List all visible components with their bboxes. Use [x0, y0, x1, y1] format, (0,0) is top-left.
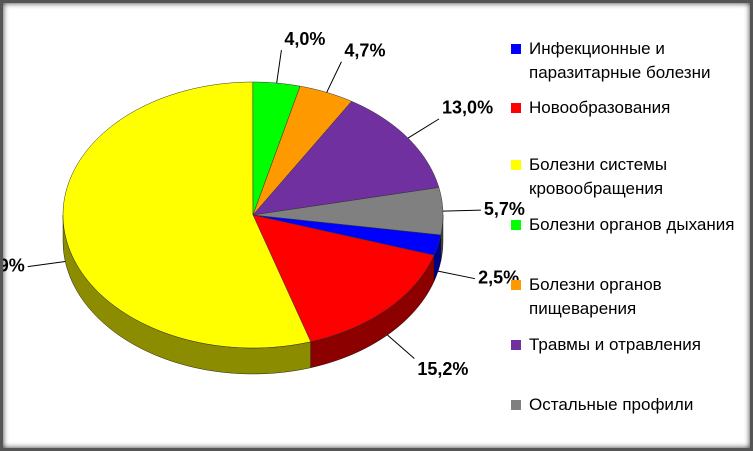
legend-label: Травмы и отравления	[529, 335, 701, 354]
legend-label: Болезни системы кровообращения	[529, 155, 668, 198]
legend-swatch	[511, 400, 521, 410]
legend-item: Болезни органов дыхания	[511, 213, 746, 237]
leader-line	[407, 118, 440, 139]
legend-swatch	[511, 340, 521, 350]
pie-slice	[62, 81, 312, 349]
value-label: 15,2%	[417, 359, 468, 379]
leader-line	[276, 49, 282, 84]
legend-swatch	[511, 103, 521, 113]
pie-slice	[252, 214, 435, 343]
legend-swatch	[511, 220, 521, 230]
leader-line	[326, 61, 342, 93]
legend-item: Травмы и отравления	[511, 333, 746, 357]
legend-swatch	[511, 280, 521, 290]
legend-item: Остальные профили	[511, 393, 746, 417]
legend-item: Болезни системы кровообращения	[511, 153, 746, 201]
pie-slice	[252, 214, 442, 256]
value-label: 54,9%	[3, 255, 25, 275]
pie-slice	[252, 85, 353, 216]
legend-label: Болезни органов дыхания	[529, 215, 735, 234]
value-label: 2,5%	[478, 267, 519, 287]
pie-slice	[252, 187, 444, 236]
legend-item: Новообразования	[511, 96, 746, 120]
legend-label: Инфекционные и паразитарные болезни	[529, 39, 711, 82]
value-label: 4,0%	[284, 29, 325, 49]
leader-line	[437, 270, 476, 280]
legend-item: Болезни органов пищеварения	[511, 273, 746, 321]
legend-swatch	[511, 44, 521, 54]
value-label: 4,7%	[344, 41, 385, 61]
legend-label: Болезни органов пищеварения	[529, 275, 662, 318]
value-label: 5,7%	[484, 199, 525, 219]
leader-line	[27, 260, 66, 268]
pie-area: 2,5% 15,2% 54,9% 4,0% 4,7% 13,0% 5,7%	[3, 29, 525, 379]
value-label: 13,0%	[442, 98, 493, 118]
leader-line	[387, 334, 415, 359]
leader-line	[442, 209, 481, 212]
legend-label: Остальные профили	[529, 395, 694, 414]
legend-label: Новообразования	[529, 98, 671, 117]
legend-swatch	[511, 160, 521, 170]
legend-item: Инфекционные и паразитарные болезни	[511, 37, 746, 85]
